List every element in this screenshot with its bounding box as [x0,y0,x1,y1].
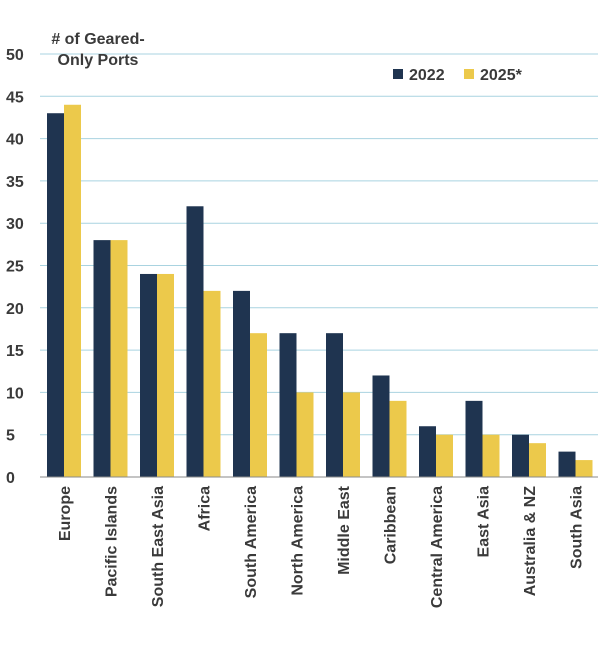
y-tick-label: 35 [6,174,24,191]
bar-2022-north-america [279,333,297,477]
bar-2022-east-asia [465,400,483,477]
bar-2025-middle-east [343,392,360,477]
legend-swatch-2025 [464,69,474,79]
bar-2022-australia-nz [512,434,529,477]
y-tick-label: 40 [6,132,24,149]
bar-2022-pacific-islands [93,240,111,477]
bar-2025-east-asia [482,434,500,477]
x-tick-label: South America [243,486,260,598]
bar-2025-south-east-asia [157,273,174,477]
y-tick-label: 30 [6,216,24,233]
x-tick-labels: Europe Pacific Islands South East Asia Afri… [57,485,586,608]
y-tick-label: 45 [6,89,24,106]
bar-2025-caribbean [389,400,407,477]
y-axis-title: # of Geared- Only Ports [51,31,144,69]
y-tick-labels: 0 5 10 15 20 25 30 35 40 45 50 [6,47,24,487]
x-tick-label: South Asia [569,486,586,569]
bar-2022-south-america [233,290,250,477]
bar-2025-south-america [250,333,267,477]
bars [47,104,593,477]
x-tick-label: Europe [57,486,74,541]
y-tick-label: 0 [6,470,15,487]
y-tick-label: 20 [6,301,24,318]
bar-2022-south-east-asia [140,273,157,477]
y-tick-label: 5 [6,428,15,445]
bar-2025-south-asia [575,460,593,477]
y-axis-title-line-2: Only Ports [58,52,139,69]
bar-2022-africa [186,206,204,477]
x-tick-label: Australia & NZ [522,486,539,596]
y-axis-title-line-1: # of Geared- [51,31,144,48]
y-tick-label: 50 [6,47,24,64]
legend: 2022 2025* [393,67,523,84]
legend-swatch-2022 [393,69,403,79]
y-tick-label: 15 [6,343,24,360]
x-tick-label: Africa [197,486,214,531]
legend-label-2022: 2022 [409,67,445,84]
x-tick-label: South East Asia [150,486,167,607]
bar-2025-africa [203,290,221,477]
x-tick-label: North America [290,486,307,596]
bar-2025-north-america [296,392,314,477]
legend-label-2025: 2025* [480,67,523,84]
x-tick-label: Caribbean [383,486,400,564]
gridlines [40,53,598,436]
bar-2022-caribbean [372,375,390,477]
x-tick-label: East Asia [476,486,493,558]
bar-2022-south-asia [558,451,576,477]
bar-2022-central-america [419,426,436,477]
y-tick-label: 25 [6,259,24,276]
x-tick-label: Pacific Islands [104,486,121,597]
bar-2025-australia-nz [529,443,546,477]
x-tick-label: Middle East [336,485,353,575]
bar-2025-pacific-islands [110,240,128,477]
x-tick-label: Central America [429,486,446,608]
bar-2022-middle-east [326,333,343,477]
bar-2025-europe [64,104,81,477]
bar-2022-europe [47,113,64,477]
y-tick-label: 10 [6,385,24,402]
bar-2025-central-america [436,434,453,477]
